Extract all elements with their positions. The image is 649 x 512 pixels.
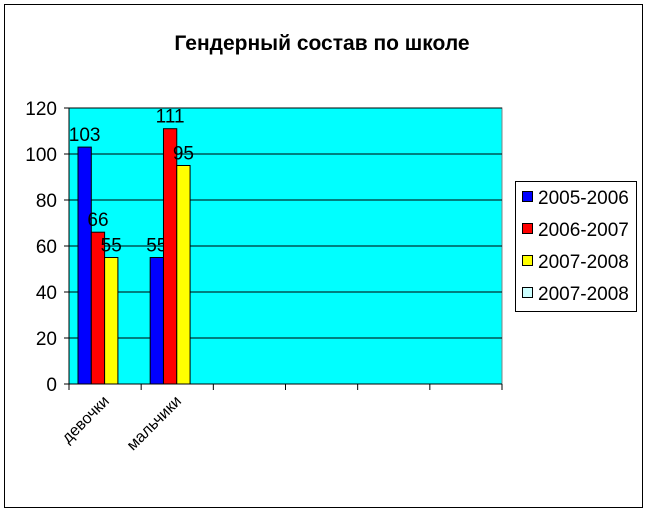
data-label: 103	[69, 125, 101, 146]
y-tick-label: 100	[25, 145, 57, 166]
y-tick-label: 0	[46, 375, 57, 396]
y-tick-label: 120	[25, 99, 57, 120]
legend-swatch	[522, 255, 533, 266]
legend: 2005-2006 2006-2007 2007-2008 2007-2008	[515, 181, 637, 312]
data-label: 95	[173, 144, 194, 165]
bar	[77, 146, 92, 385]
legend-swatch	[522, 223, 533, 234]
chart-title: Гендерный состав по школе	[174, 32, 469, 55]
legend-label: 2006-2007	[538, 220, 629, 241]
legend-box	[515, 181, 637, 312]
legend-label: 2007-2008	[538, 252, 629, 273]
y-tick-label: 40	[36, 283, 57, 304]
legend-label: 2005-2006	[538, 188, 629, 209]
bar	[104, 257, 119, 385]
data-label: 55	[146, 236, 167, 257]
legend-swatch	[522, 287, 533, 298]
data-label: 55	[101, 236, 122, 257]
y-tick-label: 20	[36, 329, 57, 350]
legend-swatch	[522, 191, 533, 202]
data-label: 111	[156, 107, 185, 128]
bar	[149, 257, 164, 385]
data-label: 66	[87, 210, 108, 231]
y-tick-label: 60	[36, 237, 57, 258]
bar	[176, 165, 191, 385]
legend-label: 2007-2008	[538, 284, 629, 305]
bar	[162, 128, 178, 385]
y-tick-label: 80	[36, 191, 57, 212]
